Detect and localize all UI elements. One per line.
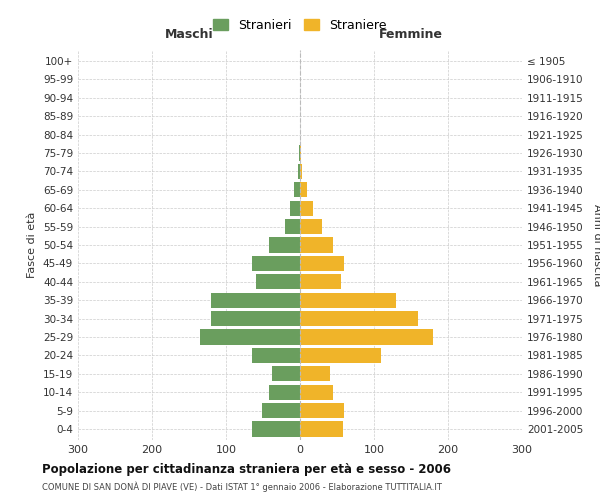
Bar (300, 348, 382, 363)
Bar (300, 256, 344, 271)
Bar (300, 182, 307, 198)
Bar (300, 330, 433, 344)
Bar (290, 200, 300, 216)
Bar (272, 366, 300, 382)
Bar (300, 274, 341, 289)
Bar (211, 292, 300, 308)
Bar (298, 164, 300, 179)
Bar (300, 292, 396, 308)
Bar (200, 330, 300, 344)
Bar (300, 366, 329, 382)
Bar (300, 384, 334, 400)
Bar (300, 146, 301, 160)
Text: Femmine: Femmine (379, 28, 443, 41)
Text: Popolazione per cittadinanza straniera per età e sesso - 2006: Popolazione per cittadinanza straniera p… (42, 462, 451, 475)
Bar (211, 311, 300, 326)
Text: Maschi: Maschi (164, 28, 214, 41)
Bar (300, 200, 313, 216)
Bar (299, 146, 300, 160)
Y-axis label: Anni di nascita: Anni di nascita (592, 204, 600, 286)
Text: COMUNE DI SAN DONÀ DI PIAVE (VE) - Dati ISTAT 1° gennaio 2006 - Elaborazione TUT: COMUNE DI SAN DONÀ DI PIAVE (VE) - Dati … (42, 481, 442, 492)
Bar (300, 403, 344, 418)
Bar (252, 348, 300, 363)
Bar (300, 311, 418, 326)
Bar (269, 238, 300, 252)
Bar (300, 164, 302, 179)
Bar (300, 238, 334, 252)
Bar (300, 219, 322, 234)
Bar (300, 422, 343, 436)
Legend: Stranieri, Straniere: Stranieri, Straniere (208, 14, 392, 37)
Bar (252, 256, 300, 271)
Bar (262, 403, 300, 418)
Y-axis label: Fasce di età: Fasce di età (28, 212, 37, 278)
Bar (285, 219, 300, 234)
Bar (252, 422, 300, 436)
Bar (269, 384, 300, 400)
Bar (294, 182, 300, 198)
Bar (256, 274, 300, 289)
